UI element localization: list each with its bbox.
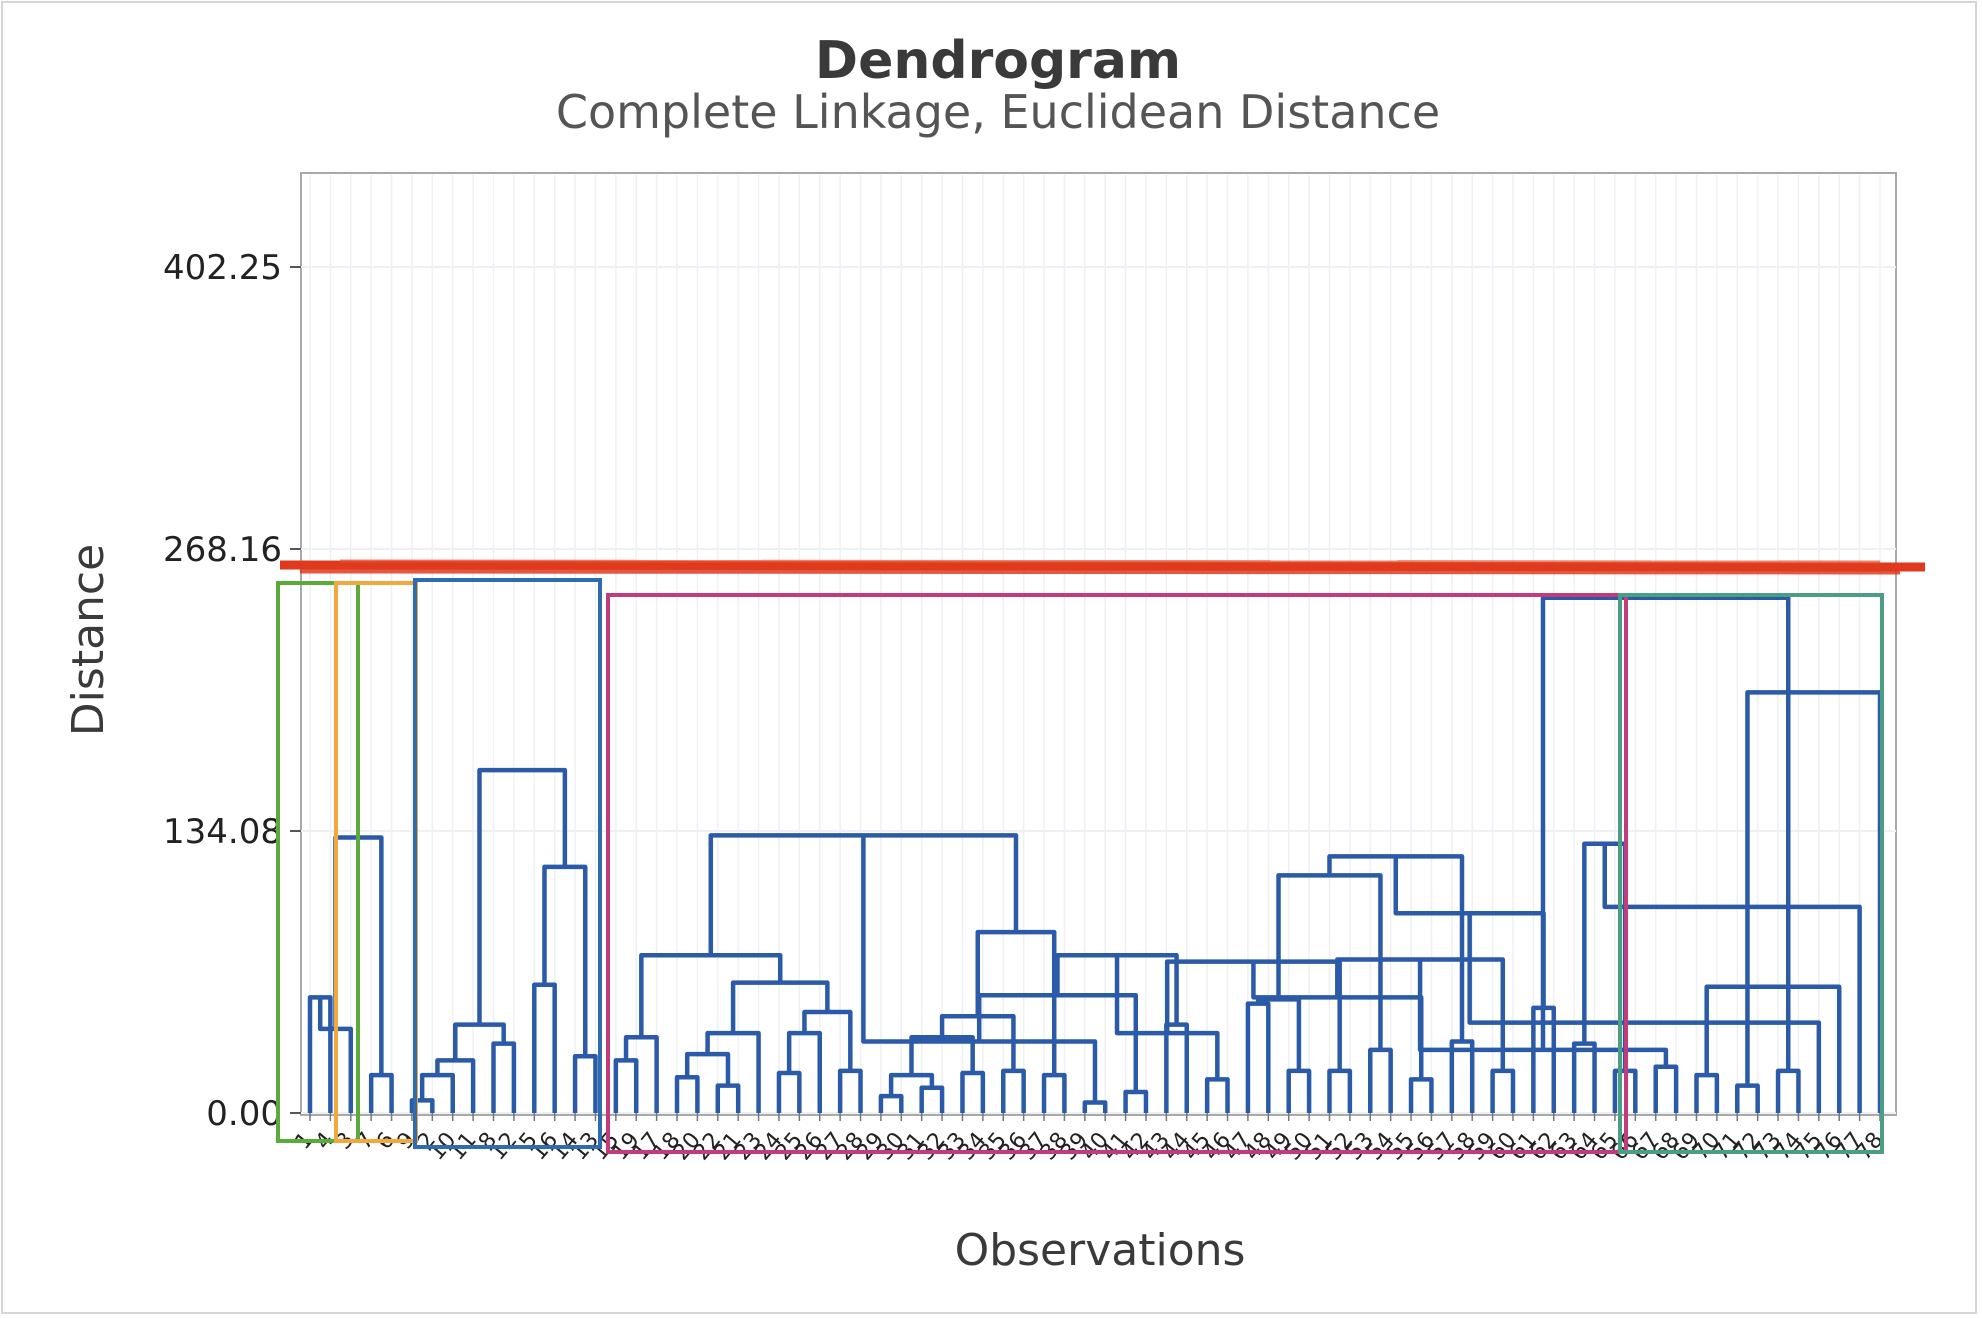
- dendrogram-link: [1245, 1001, 1271, 1113]
- dendrogram-link: [1540, 595, 1791, 1071]
- cluster-box-green: [276, 581, 360, 1143]
- y-axis-title: Distance: [63, 544, 114, 736]
- dendrogram-link: [1327, 1068, 1353, 1113]
- dendrogram-link: [1286, 1068, 1312, 1113]
- grid: [301, 175, 1896, 1114]
- dendrogram-link: [1204, 1077, 1230, 1113]
- y-tick-label: 0.00: [206, 1094, 282, 1134]
- dendrogram-link: [1001, 1068, 1026, 1113]
- dendrogram-link: [1735, 1083, 1760, 1113]
- y-axis: 402.25 268.16 134.08 0.00: [163, 248, 301, 1134]
- y-tick-label: 268.16: [163, 530, 282, 570]
- dendrogram-link: [1123, 1089, 1149, 1113]
- dendrogram-link: [1164, 1022, 1189, 1113]
- dendrogram-link: [715, 1083, 741, 1113]
- y-tick-label: 134.08: [163, 812, 282, 852]
- chart-title: Dendrogram: [815, 31, 1181, 91]
- dendrogram-link: [1490, 1068, 1516, 1113]
- x-axis-title: Observations: [955, 1225, 1246, 1276]
- dendrogram-link: [776, 1070, 802, 1113]
- dendrogram-link: [802, 1009, 853, 1071]
- dendrogram-link: [623, 1035, 659, 1113]
- dendrogram-link: [1704, 984, 1842, 1113]
- dendrogram-link: [453, 1022, 506, 1061]
- dendrogram-link: [532, 982, 557, 1113]
- dendrogram-link: [705, 1030, 761, 1113]
- dendrogram-link: [674, 1075, 700, 1113]
- dendrogram-link: [491, 1041, 517, 1113]
- cluster-boxes: [276, 578, 1884, 1154]
- cut-line-stroke-3: [339, 559, 1881, 564]
- cluster-box-magenta: [606, 593, 1628, 1154]
- cluster-box-blue: [413, 578, 602, 1149]
- dendrogram-link: [1467, 913, 1822, 1113]
- dendrogram-link: [1276, 873, 1383, 1050]
- dendrogram-link: [1571, 1041, 1597, 1113]
- chart-subtitle: Complete Linkage, Euclidean Distance: [556, 85, 1440, 139]
- cut-line-stroke: [279, 560, 1926, 572]
- plot-area: [300, 172, 1897, 1116]
- dendrogram-link: [1114, 955, 1220, 1080]
- dendrogram-link: [786, 1030, 822, 1113]
- dendrogram-link: [1327, 854, 1465, 1042]
- dendrogram-link: [909, 1035, 975, 1076]
- y-tick-label: 402.25: [163, 248, 282, 288]
- dendrogram-link: [837, 1068, 863, 1113]
- dendrogram-link: [1602, 843, 1862, 1113]
- cut-line: [279, 559, 1926, 575]
- x-axis: 1437692101181251614131519171820222123242…: [290, 1113, 1889, 1165]
- dendrogram-link: [1775, 1068, 1801, 1113]
- dendrogram-link: [1408, 1077, 1434, 1113]
- dendrogram-link: [960, 1070, 986, 1113]
- cluster-box-teal: [1618, 593, 1884, 1154]
- cut-line-stroke-2: [299, 568, 1901, 575]
- dendrogram-link: [477, 767, 568, 1025]
- dendrogram-link: [1055, 953, 1179, 1025]
